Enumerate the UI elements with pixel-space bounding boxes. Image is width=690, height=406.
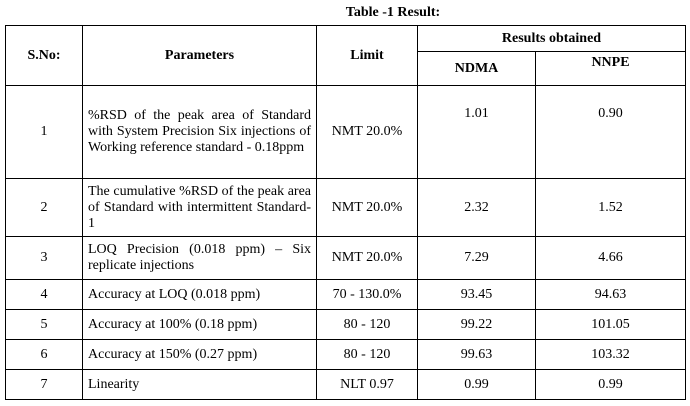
table-row: 3 LOQ Precision (0.018 ppm) – Six replic… <box>5 236 686 280</box>
cell-sno: 5 <box>5 309 83 340</box>
cell-parameter: Accuracy at 100% (0.18 ppm) <box>82 309 317 340</box>
cell-sno: 3 <box>5 236 83 280</box>
cell-limit: 70 - 130.0% <box>316 279 418 310</box>
cell-ndma: 2.32 <box>417 178 536 237</box>
cell-ndma: 7.29 <box>417 236 536 280</box>
table-row: 2 The cumulative %RSD of the peak area o… <box>5 178 686 237</box>
table-row: 6 Accuracy at 150% (0.27 ppm) 80 - 120 9… <box>5 339 686 370</box>
header-nnpe-label: NNPE <box>591 54 630 70</box>
cell-ndma: 0.99 <box>417 369 536 400</box>
cell-nnpe: 94.63 <box>535 279 686 310</box>
table-row: 7 Linearity NLT 0.97 0.99 0.99 <box>5 369 686 400</box>
header-results-obtained: Results obtained <box>417 25 686 52</box>
cell-nnpe: 103.32 <box>535 339 686 370</box>
cell-limit: NMT 20.0% <box>316 236 418 280</box>
header-nnpe: NNPE <box>535 51 686 86</box>
results-table: S.No: Parameters Limit Results obtained … <box>5 25 686 400</box>
cell-sno: 2 <box>5 178 83 237</box>
cell-ndma: 99.22 <box>417 309 536 340</box>
table-row: 5 Accuracy at 100% (0.18 ppm) 80 - 120 9… <box>5 309 686 340</box>
cell-limit: NMT 20.0% <box>316 85 418 179</box>
cell-nnpe: 1.52 <box>535 178 686 237</box>
header-limit: Limit <box>316 25 418 86</box>
cell-limit: 80 - 120 <box>316 309 418 340</box>
cell-parameter: Linearity <box>82 369 317 400</box>
cell-limit: 80 - 120 <box>316 339 418 370</box>
table-row: 1 %RSD of the peak area of Standard with… <box>5 85 686 179</box>
cell-parameter: Accuracy at 150% (0.27 ppm) <box>82 339 317 370</box>
cell-limit: NLT 0.97 <box>316 369 418 400</box>
cell-ndma: 93.45 <box>417 279 536 310</box>
cell-ndma: 99.63 <box>417 339 536 370</box>
table-caption: Table -1 Result: <box>345 5 441 20</box>
cell-parameter: The cumulative %RSD of the peak area of … <box>82 178 317 237</box>
cell-nnpe: 4.66 <box>535 236 686 280</box>
header-sno: S.No: <box>5 25 83 86</box>
cell-nnpe: 101.05 <box>535 309 686 340</box>
table-row: 4 Accuracy at LOQ (0.018 ppm) 70 - 130.0… <box>5 279 686 310</box>
cell-parameter: Accuracy at LOQ (0.018 ppm) <box>82 279 317 310</box>
cell-ndma: 1.01 <box>417 85 536 179</box>
cell-parameter: %RSD of the peak area of Standard with S… <box>82 85 317 179</box>
cell-sno: 7 <box>5 369 83 400</box>
cell-sno: 4 <box>5 279 83 310</box>
cell-parameter: LOQ Precision (0.018 ppm) – Six replicat… <box>82 236 317 280</box>
cell-limit: NMT 20.0% <box>316 178 418 237</box>
cell-sno: 1 <box>5 85 83 179</box>
cell-nnpe: 0.99 <box>535 369 686 400</box>
cell-nnpe: 0.90 <box>535 85 686 179</box>
cell-sno: 6 <box>5 339 83 370</box>
header-parameters: Parameters <box>82 25 317 86</box>
header-ndma: NDMA <box>417 51 536 86</box>
